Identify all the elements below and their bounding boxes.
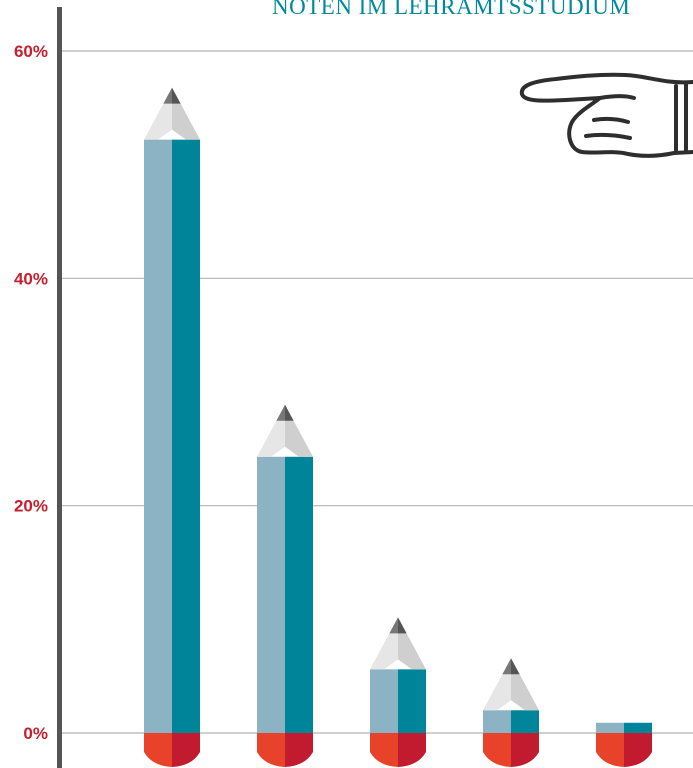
bar-eraser-left [483, 733, 511, 767]
bar-shaft-left [257, 456, 285, 733]
bar-eraser-left [370, 733, 398, 767]
bar-tip-left [483, 658, 511, 711]
bar-shaft-left [596, 722, 624, 733]
y-tick-label: 20% [14, 497, 48, 516]
bar-shaft-right [285, 456, 313, 733]
bar-lead-right [398, 617, 407, 634]
y-tick-label: 40% [14, 269, 48, 288]
bar-lead-right [172, 87, 181, 104]
bar-lead-left [502, 658, 511, 675]
pointing-hand-icon [519, 72, 693, 158]
bar-pencil [257, 404, 313, 767]
bar-pencil [144, 87, 200, 767]
bar-eraser-right [398, 733, 426, 767]
bar-lead-right [511, 658, 520, 675]
bar-eraser-right [172, 733, 200, 767]
bar-tip-left [370, 617, 398, 670]
y-tick-label: 0% [23, 724, 48, 743]
bar-lead-right [285, 404, 294, 421]
bar-pencil [596, 722, 652, 767]
bar-shaft-right [624, 722, 652, 733]
bar-lead-left [389, 617, 398, 634]
bar-eraser-left [257, 733, 285, 767]
bar-tip-left [257, 404, 285, 457]
bar-pencil [483, 658, 539, 767]
y-tick-labels: 0% 20% 40% 60% [14, 42, 48, 743]
bar-tip-right [511, 658, 539, 711]
bar-tip-right [285, 404, 313, 457]
bar-series [144, 87, 652, 767]
bar-shaft-right [172, 139, 200, 733]
bar-eraser-right [624, 733, 652, 767]
bar-eraser-left [596, 733, 624, 767]
bar-shaft-left [370, 669, 398, 733]
bar-shaft-right [511, 710, 539, 733]
bar-tip-right [398, 617, 426, 670]
bar-eraser-left [144, 733, 172, 767]
bar-shaft-left [483, 710, 511, 733]
bar-eraser-right [511, 733, 539, 767]
bar-shaft-left [144, 139, 172, 733]
bar-pencil [370, 617, 426, 767]
chart-title: NOTEN IM LEHRAMTSSTUDIUM [272, 0, 631, 19]
bar-lead-left [276, 404, 285, 421]
bar-lead-left [163, 87, 172, 104]
bar-eraser-right [285, 733, 313, 767]
y-tick-label: 60% [14, 42, 48, 61]
bar-shaft-right [398, 669, 426, 733]
y-axis-line [57, 7, 62, 768]
